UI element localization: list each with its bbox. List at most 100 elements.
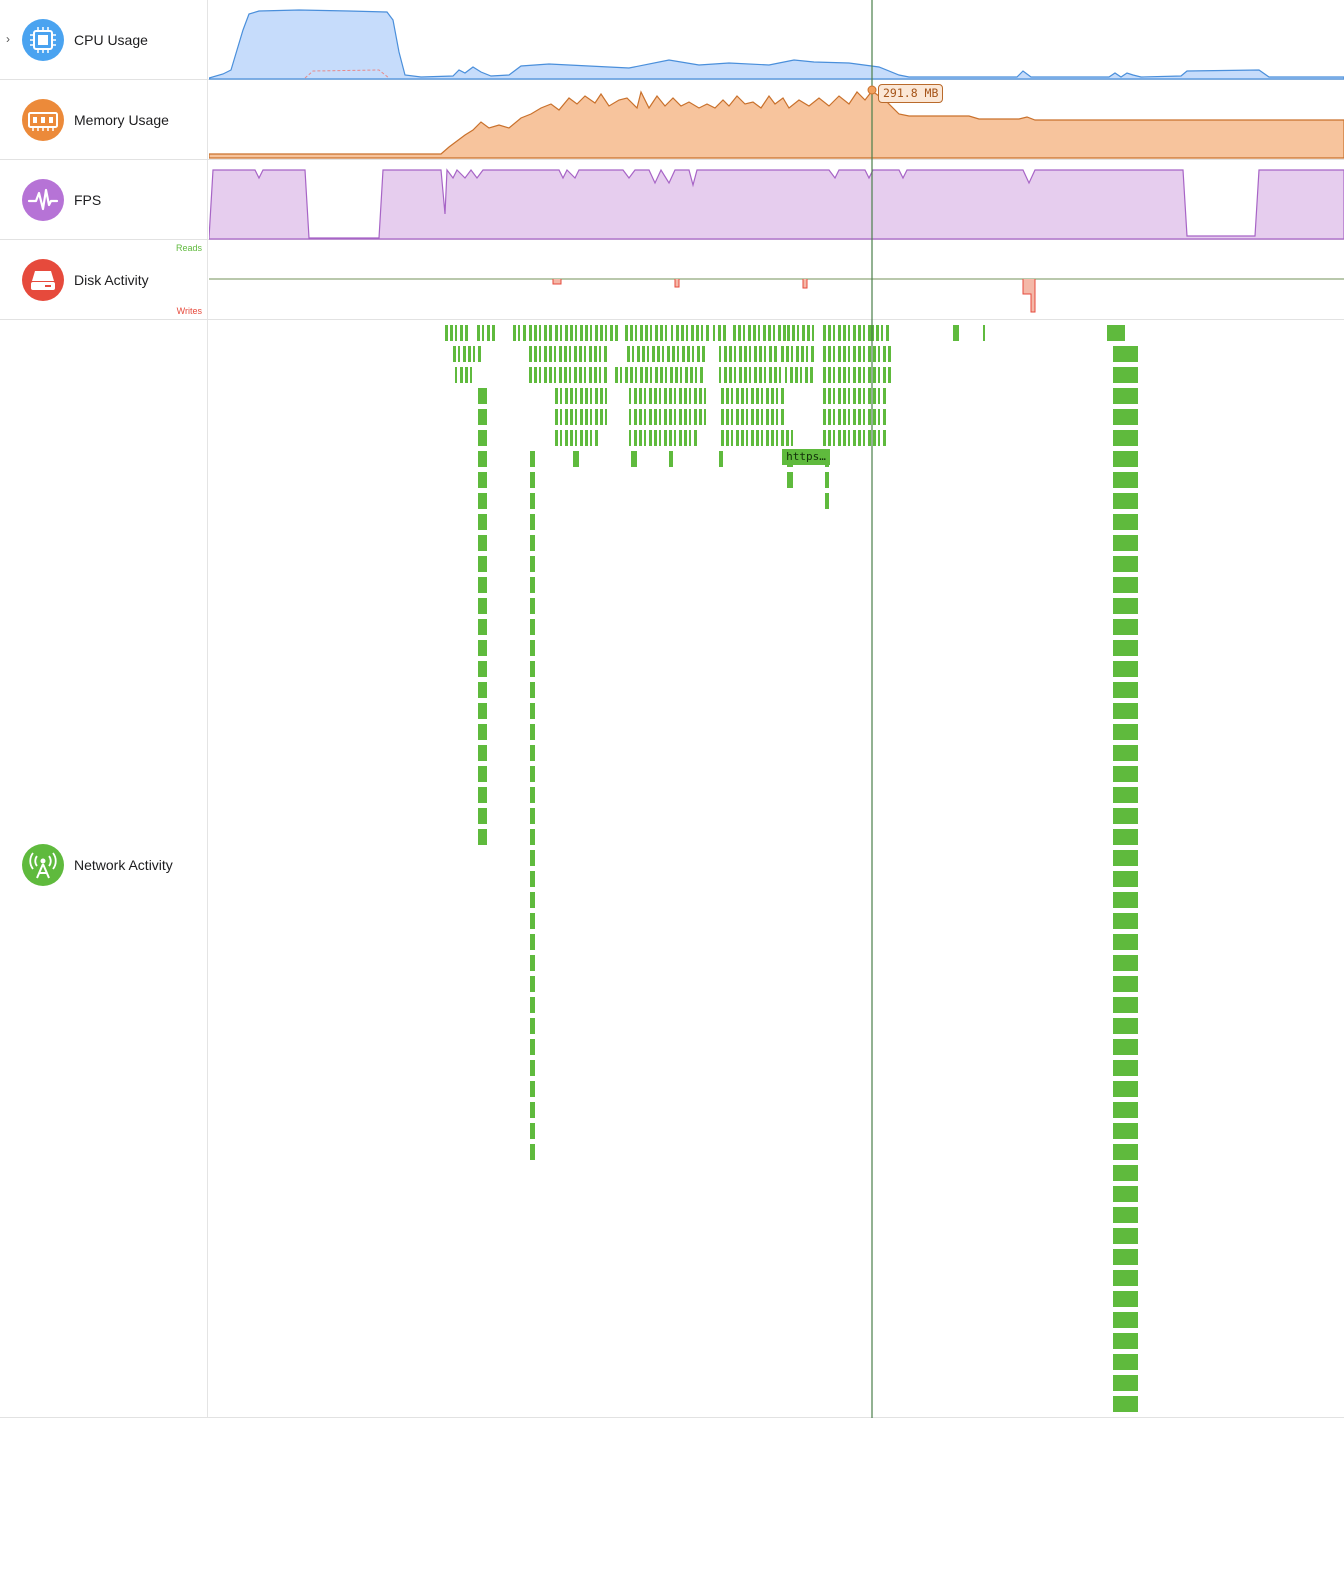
network-request-bar[interactable] bbox=[539, 346, 541, 362]
network-request-bar[interactable] bbox=[769, 367, 772, 383]
network-request-bar[interactable] bbox=[1113, 703, 1138, 719]
network-request-bar[interactable] bbox=[858, 346, 861, 362]
network-request-bar[interactable] bbox=[739, 346, 742, 362]
network-request-label[interactable]: https… bbox=[782, 449, 830, 464]
network-request-bar[interactable] bbox=[650, 325, 652, 341]
network-request-bar[interactable] bbox=[828, 346, 831, 362]
network-request-bar[interactable] bbox=[729, 367, 732, 383]
network-request-bar[interactable] bbox=[689, 409, 691, 425]
network-request-bar[interactable] bbox=[699, 388, 702, 404]
network-request-bar[interactable] bbox=[1113, 514, 1138, 530]
network-request-bar[interactable] bbox=[660, 367, 663, 383]
network-request-bar[interactable] bbox=[756, 409, 759, 425]
network-request-bar[interactable] bbox=[594, 346, 597, 362]
network-request-bar[interactable] bbox=[738, 325, 741, 341]
network-request-bar[interactable] bbox=[751, 388, 754, 404]
network-request-bar[interactable] bbox=[694, 409, 697, 425]
network-request-bar[interactable] bbox=[605, 388, 607, 404]
network-request-bar[interactable] bbox=[726, 409, 729, 425]
network-request-bar[interactable] bbox=[863, 325, 865, 341]
network-request-bar[interactable] bbox=[858, 409, 861, 425]
network-request-bar[interactable] bbox=[487, 325, 490, 341]
network-request-bar[interactable] bbox=[585, 409, 588, 425]
network-request-bar[interactable] bbox=[530, 1039, 535, 1055]
network-request-bar[interactable] bbox=[1113, 745, 1138, 761]
network-request-bar[interactable] bbox=[1113, 1249, 1138, 1265]
network-request-bar[interactable] bbox=[878, 346, 880, 362]
network-request-bar[interactable] bbox=[644, 409, 646, 425]
network-request-bar[interactable] bbox=[530, 514, 535, 530]
network-request-bar[interactable] bbox=[744, 367, 747, 383]
network-request-bar[interactable] bbox=[838, 325, 841, 341]
memory-usage-track-header[interactable]: Memory Usage bbox=[0, 80, 208, 159]
network-request-bar[interactable] bbox=[863, 346, 865, 362]
network-request-bar[interactable] bbox=[473, 346, 475, 362]
network-request-bar[interactable] bbox=[478, 829, 487, 845]
network-request-bar[interactable] bbox=[1113, 1207, 1138, 1223]
network-request-bar[interactable] bbox=[689, 388, 691, 404]
network-request-bar[interactable] bbox=[530, 913, 535, 929]
network-request-bar[interactable] bbox=[665, 325, 667, 341]
network-request-bar[interactable] bbox=[1113, 1228, 1138, 1244]
network-request-bar[interactable] bbox=[574, 367, 577, 383]
network-request-bar[interactable] bbox=[1113, 1039, 1138, 1055]
network-request-bar[interactable] bbox=[554, 367, 556, 383]
network-request-bar[interactable] bbox=[726, 430, 729, 446]
network-request-bar[interactable] bbox=[665, 367, 667, 383]
network-request-bar[interactable] bbox=[569, 367, 571, 383]
network-request-bar[interactable] bbox=[575, 430, 577, 446]
network-request-bar[interactable] bbox=[640, 325, 643, 341]
network-request-bar[interactable] bbox=[478, 766, 487, 782]
network-request-bar[interactable] bbox=[1113, 598, 1138, 614]
network-request-bar[interactable] bbox=[868, 388, 871, 404]
network-request-bar[interactable] bbox=[721, 409, 724, 425]
network-request-bar[interactable] bbox=[560, 388, 562, 404]
network-request-bar[interactable] bbox=[460, 325, 463, 341]
network-request-bar[interactable] bbox=[585, 325, 588, 341]
network-request-bar[interactable] bbox=[883, 388, 886, 404]
network-request-bar[interactable] bbox=[746, 430, 748, 446]
network-request-bar[interactable] bbox=[554, 346, 556, 362]
network-request-bar[interactable] bbox=[785, 367, 787, 383]
network-request-bar[interactable] bbox=[754, 346, 757, 362]
network-request-bar[interactable] bbox=[530, 619, 535, 635]
network-request-bar[interactable] bbox=[549, 367, 552, 383]
network-request-bar[interactable] bbox=[766, 388, 769, 404]
network-request-bar[interactable] bbox=[800, 367, 802, 383]
network-request-bar[interactable] bbox=[570, 388, 573, 404]
network-request-bar[interactable] bbox=[868, 409, 871, 425]
network-request-bar[interactable] bbox=[779, 367, 781, 383]
network-request-bar[interactable] bbox=[659, 430, 661, 446]
network-request-bar[interactable] bbox=[1113, 451, 1138, 467]
network-request-bar[interactable] bbox=[776, 409, 778, 425]
network-request-bar[interactable] bbox=[761, 409, 763, 425]
network-request-bar[interactable] bbox=[823, 409, 826, 425]
network-request-bar[interactable] bbox=[736, 409, 739, 425]
network-request-bar[interactable] bbox=[764, 346, 766, 362]
network-request-bar[interactable] bbox=[1113, 430, 1138, 446]
network-request-bar[interactable] bbox=[465, 325, 468, 341]
network-request-bar[interactable] bbox=[1113, 1396, 1138, 1412]
network-request-bar[interactable] bbox=[478, 787, 487, 803]
network-request-bar[interactable] bbox=[478, 346, 481, 362]
network-request-bar[interactable] bbox=[853, 409, 856, 425]
network-request-bar[interactable] bbox=[1113, 766, 1138, 782]
network-request-bar[interactable] bbox=[825, 472, 829, 488]
network-request-bar[interactable] bbox=[584, 367, 586, 383]
network-request-bar[interactable] bbox=[585, 430, 588, 446]
network-request-bar[interactable] bbox=[858, 325, 861, 341]
network-request-bar[interactable] bbox=[639, 388, 642, 404]
network-request-bar[interactable] bbox=[534, 367, 537, 383]
network-request-bar[interactable] bbox=[1113, 640, 1138, 656]
network-request-bar[interactable] bbox=[615, 325, 618, 341]
network-request-bar[interactable] bbox=[766, 430, 769, 446]
network-request-bar[interactable] bbox=[761, 430, 763, 446]
network-request-bar[interactable] bbox=[1113, 724, 1138, 740]
network-request-bar[interactable] bbox=[721, 388, 724, 404]
network-request-bar[interactable] bbox=[675, 367, 678, 383]
network-request-bar[interactable] bbox=[634, 430, 637, 446]
network-request-bar[interactable] bbox=[530, 640, 535, 656]
network-request-bar[interactable] bbox=[625, 325, 628, 341]
network-request-bar[interactable] bbox=[718, 325, 721, 341]
network-request-bar[interactable] bbox=[478, 598, 487, 614]
